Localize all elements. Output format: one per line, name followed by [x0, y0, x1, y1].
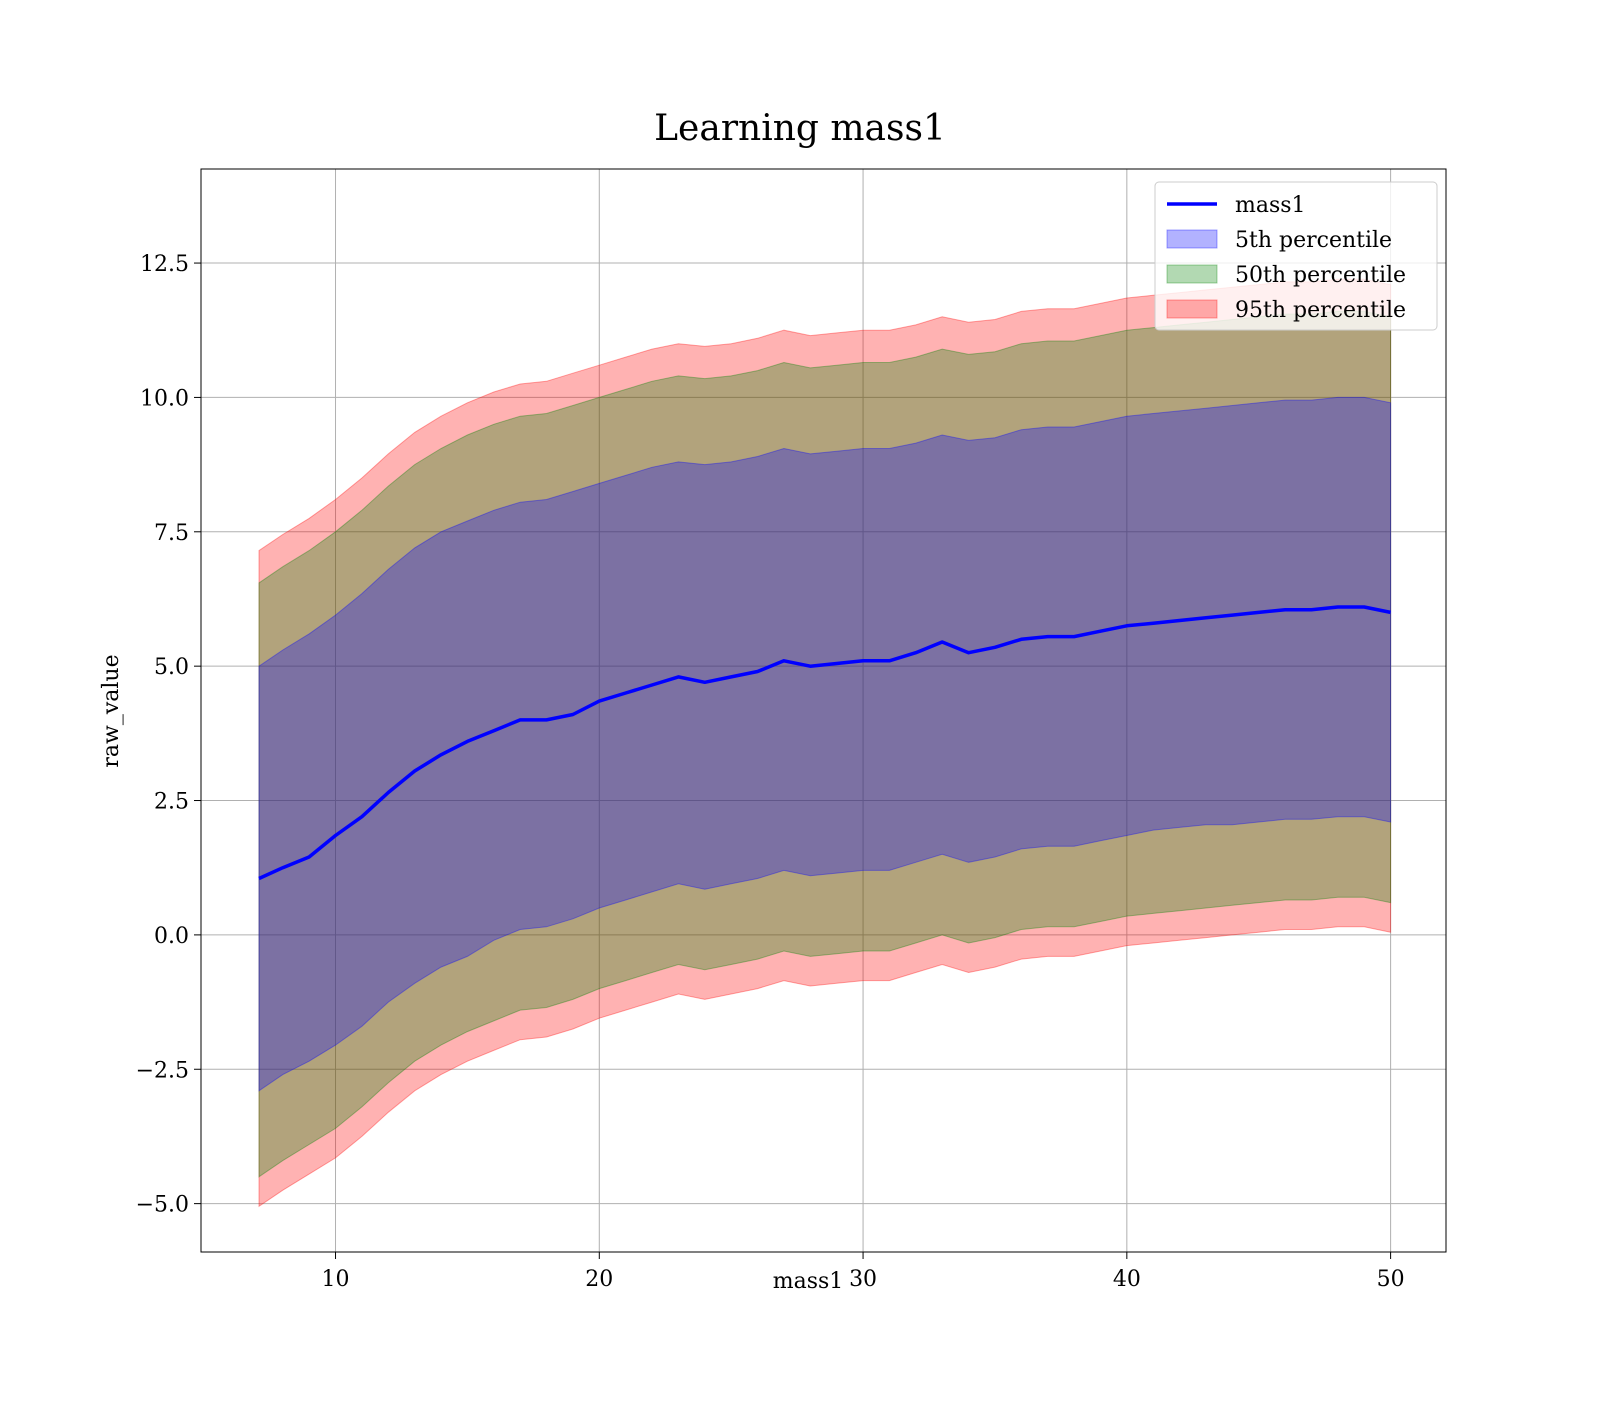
legend-swatch-band: [1166, 229, 1218, 249]
legend: mass1 5th percentile 50th percentile 95th p…: [1154, 181, 1438, 331]
x-tick-label: 20: [585, 1267, 613, 1292]
legend-label: 5th percentile: [1235, 228, 1392, 253]
x-tick-label: 40: [1113, 1267, 1141, 1292]
legend-swatch-band: [1166, 264, 1218, 284]
chart-title: Learning mass1: [654, 108, 946, 149]
percentile-bands: [258, 278, 1392, 1208]
x-axis-label: mass1: [773, 1269, 844, 1294]
series-lines: [258, 605, 1391, 881]
y-axis-label: raw_value: [99, 654, 124, 767]
y-tick-label: 12.5: [140, 252, 189, 277]
band-95th-percentile: [258, 278, 1392, 1208]
legend-label: 50th percentile: [1235, 263, 1406, 288]
y-axis-ticks: −5.0 −2.5 0.0 2.5 5.0 7.5 10.0 12.5: [136, 252, 201, 1218]
legend-box: [1154, 181, 1438, 331]
y-tick-label: 2.5: [154, 790, 189, 815]
y-tick-label: 10.0: [140, 386, 189, 411]
x-axis-ticks: 10 20 30 40 50: [322, 1252, 1405, 1292]
x-tick-label: 30: [849, 1267, 877, 1292]
x-tick-label: 50: [1377, 1267, 1405, 1292]
legend-swatch-band: [1166, 299, 1218, 319]
legend-label: mass1: [1235, 193, 1306, 218]
y-tick-label: 7.5: [154, 521, 189, 546]
band-5th-percentile: [258, 396, 1392, 1092]
band-50th-percentile: [258, 310, 1392, 1178]
series-line-mass1: [258, 605, 1391, 881]
plot-frame: [200, 168, 1447, 1253]
y-tick-label: 0.0: [154, 924, 189, 949]
y-tick-label: −2.5: [136, 1058, 189, 1083]
y-tick-label: 5.0: [154, 655, 189, 680]
y-tick-label: −5.0: [136, 1193, 189, 1218]
legend-label: 95th percentile: [1235, 298, 1406, 323]
x-tick-label: 10: [322, 1267, 350, 1292]
